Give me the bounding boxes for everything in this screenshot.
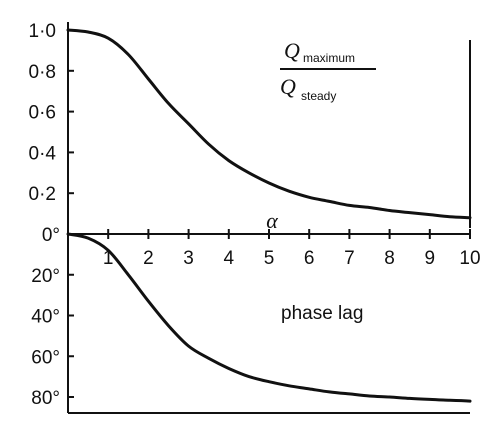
x-tick-label: 9 bbox=[425, 248, 436, 269]
upper-y-tick-label: 0·8 bbox=[29, 62, 56, 83]
annotation-denominator-sub: steady bbox=[301, 89, 336, 103]
amplitude-ratio-annotation: Q maximum Q steady bbox=[280, 38, 376, 103]
upper-y-tick-label: 1·0 bbox=[29, 21, 56, 42]
x-tick-label: 8 bbox=[384, 248, 395, 269]
upper-y-tick-label: 0·2 bbox=[29, 184, 56, 205]
x-tick-label: 7 bbox=[344, 248, 355, 269]
x-tick-label: 2 bbox=[143, 248, 154, 269]
phase-lag-label: phase lag bbox=[281, 303, 363, 324]
x-axis-label: α bbox=[266, 208, 278, 233]
lower-y-tick-label: 20° bbox=[31, 266, 60, 287]
x-tick-label: 10 bbox=[459, 248, 480, 269]
x-tick-label: 4 bbox=[224, 248, 235, 269]
x-tick-label: 5 bbox=[264, 248, 275, 269]
upper-y-tick-label: 0·4 bbox=[29, 143, 57, 164]
upper-y-tick-label: 0·6 bbox=[29, 103, 56, 124]
phase-lag-curve bbox=[66, 232, 472, 403]
lower-y-tick-label: 80° bbox=[31, 388, 60, 409]
annotation-denominator: Q bbox=[280, 74, 296, 99]
annotation-numerator: Q bbox=[284, 38, 300, 63]
lower-y-tick-label: 0° bbox=[42, 225, 60, 246]
annotation-numerator-sub: maximum bbox=[303, 51, 355, 65]
amplitude-ratio-curve bbox=[66, 28, 472, 220]
lower-y-tick-labels: 0° 20° 40° 60° 80° bbox=[31, 225, 74, 409]
x-tick-labels: 1 2 3 4 5 6 7 8 9 10 bbox=[103, 229, 481, 269]
x-tick-label: 1 bbox=[103, 248, 114, 269]
lower-y-tick-label: 60° bbox=[31, 347, 60, 368]
x-tick-label: 6 bbox=[304, 248, 315, 269]
x-tick-label: 3 bbox=[183, 248, 194, 269]
lower-y-tick-label: 40° bbox=[31, 307, 60, 328]
upper-y-tick-labels: 1·0 0·8 0·6 0·4 0·2 bbox=[29, 21, 74, 205]
